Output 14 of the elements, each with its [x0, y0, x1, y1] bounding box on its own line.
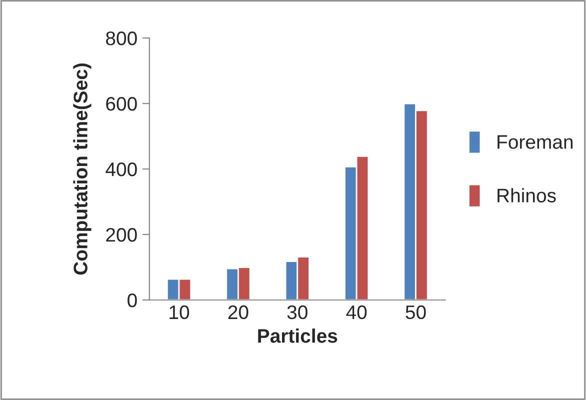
y-tick-label: 0 — [128, 293, 137, 308]
y-tick-label: 800 — [106, 31, 137, 46]
x-tick-label: 40 — [346, 305, 367, 320]
y-tick-label: 600 — [106, 96, 137, 111]
y-tick-label: 400 — [106, 162, 137, 176]
y-tick-label: 200 — [106, 228, 137, 242]
y-axis-title: Computation time(Sec) — [73, 64, 92, 275]
x-tick-label: 10 — [170, 305, 190, 320]
x-tick-label: 30 — [287, 305, 308, 320]
x-tick-label: 50 — [406, 305, 426, 320]
legend-label: Rhinos — [498, 188, 556, 202]
legend-label: Foreman — [498, 135, 573, 149]
x-tick-label: 20 — [228, 305, 248, 320]
x-axis-title: Particles — [258, 328, 338, 343]
